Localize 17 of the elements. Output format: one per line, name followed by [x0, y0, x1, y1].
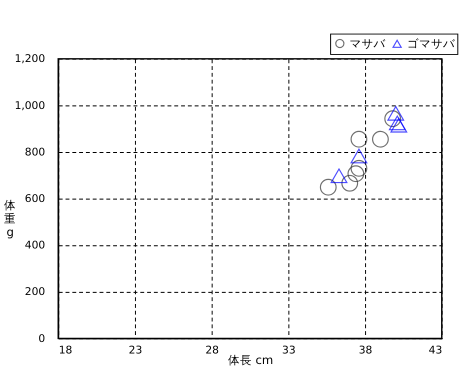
x-tick-label: 33	[282, 344, 296, 357]
y-axis-title: 体重 g	[4, 198, 16, 240]
x-tick-label: 38	[358, 344, 373, 357]
y-tick-label: 1,000	[14, 98, 46, 112]
x-tick-label: 28	[205, 344, 220, 357]
y-tick-label: 200	[24, 285, 46, 298]
y-tick-label: 800	[24, 145, 46, 158]
x-tick-label: 23	[128, 344, 142, 357]
y-tick-label: 400	[24, 238, 46, 252]
legend-label: ゴマサバ	[406, 36, 456, 51]
y-tick-label: 1,200	[14, 52, 46, 66]
legend-label: マサバ	[350, 36, 387, 50]
y-tick-label: 0	[38, 332, 46, 345]
x-tick-label: 18	[58, 344, 73, 357]
x-axis-title: 体長 cm	[228, 353, 274, 368]
y-tick-label: 600	[24, 192, 46, 206]
x-tick-label: 43	[428, 344, 442, 357]
